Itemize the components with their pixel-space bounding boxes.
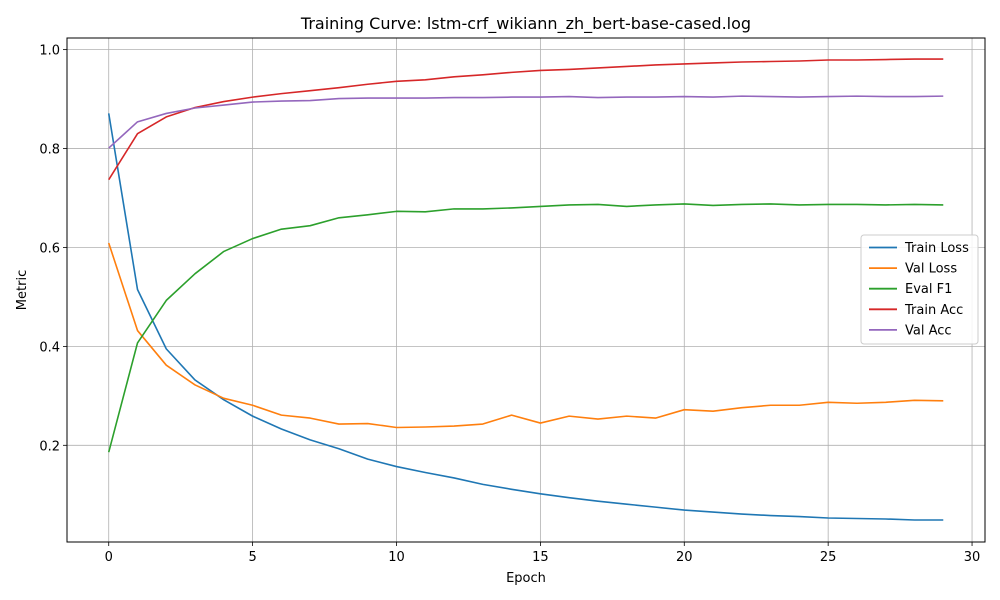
x-tick-label: 30 — [964, 550, 981, 565]
series-line-train-acc — [108, 58, 944, 181]
legend-label-val-loss: Val Loss — [905, 262, 957, 277]
legend-box — [860, 234, 979, 345]
plot-area-frame — [66, 37, 986, 543]
y-tick-label: 0.8 — [39, 143, 60, 158]
series-line-train-loss — [107, 113, 944, 521]
x-tick-label: 15 — [532, 550, 549, 565]
legend-label-train-loss: Train Loss — [904, 241, 969, 256]
x-tick-label: 25 — [820, 550, 837, 565]
series-line-val-loss — [107, 242, 944, 429]
x-tick-label: 5 — [248, 550, 256, 565]
y-axis-label: Metric — [15, 270, 30, 310]
y-tick-label: 0.2 — [39, 439, 60, 454]
x-axis-label: Epoch — [506, 571, 546, 586]
x-tick-label: 0 — [105, 550, 113, 565]
grid — [67, 38, 985, 542]
chart-title: Training Curve: lstm-crf_wikiann_zh_bert… — [300, 14, 751, 34]
legend-label-eval-f1: Eval F1 — [905, 282, 952, 297]
x-tick-label: 20 — [676, 550, 693, 565]
y-axis-ticks: 0.2 0.4 0.6 0.8 1.0 — [39, 44, 67, 454]
x-axis-ticks: 0 5 10 15 20 25 30 — [105, 542, 981, 565]
y-tick-label: 0.6 — [39, 241, 60, 256]
y-tick-label: 0.4 — [39, 340, 60, 355]
y-tick-label: 1.0 — [39, 44, 60, 59]
legend-label-train-acc: Train Acc — [904, 303, 963, 318]
series-line-eval-f1 — [107, 203, 944, 453]
legend-label-val-acc: Val Acc — [905, 323, 952, 338]
x-tick-label: 10 — [388, 550, 405, 565]
series-line-val-acc — [108, 95, 944, 149]
series-lines — [107, 58, 944, 521]
legend: Train Loss Val Loss Eval F1 Train Acc Val Ac… — [860, 234, 979, 345]
